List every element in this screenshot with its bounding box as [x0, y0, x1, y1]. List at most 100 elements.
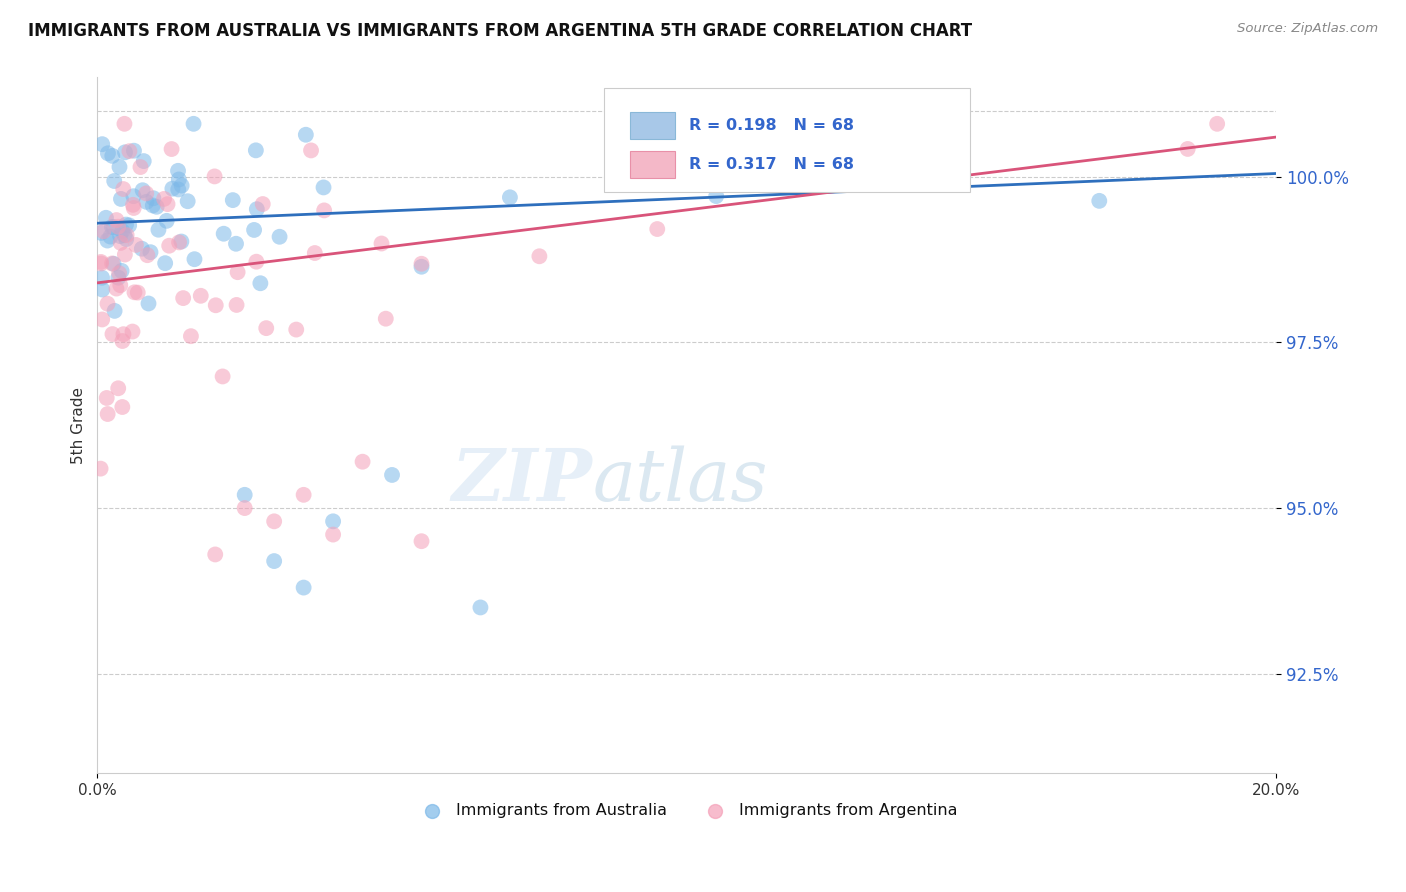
Point	[105, 213, 128, 227]
Bar	[630, 112, 675, 138]
Point	[96, 234, 118, 248]
Point	[411, 257, 433, 271]
Point	[115, 232, 138, 246]
Point	[108, 229, 131, 244]
Point	[111, 224, 134, 238]
Point	[105, 282, 128, 296]
FancyBboxPatch shape	[605, 88, 970, 192]
Point	[172, 291, 194, 305]
Point	[157, 238, 180, 252]
Point	[381, 467, 404, 482]
Point	[125, 238, 148, 252]
Point	[190, 289, 212, 303]
Point	[156, 197, 179, 211]
Point	[103, 257, 125, 271]
Point	[145, 200, 167, 214]
Point	[103, 304, 125, 318]
Point	[131, 242, 153, 256]
Point	[122, 201, 145, 215]
Point	[94, 211, 117, 225]
Point	[269, 229, 291, 244]
Point	[470, 600, 492, 615]
Point	[108, 160, 131, 174]
Point	[91, 312, 114, 326]
Point	[112, 327, 135, 342]
Point	[233, 488, 256, 502]
Point	[90, 256, 112, 270]
Point	[292, 581, 315, 595]
Point	[411, 260, 433, 274]
Text: R = 0.198   N = 68: R = 0.198 N = 68	[689, 118, 853, 133]
Point	[90, 255, 112, 269]
Point	[1088, 194, 1111, 208]
Point	[139, 245, 162, 260]
Point	[97, 407, 120, 421]
Point	[204, 548, 226, 562]
Point	[233, 501, 256, 516]
Point	[245, 144, 267, 158]
Point	[132, 154, 155, 169]
Point	[160, 142, 183, 156]
Point	[115, 228, 138, 243]
Point	[131, 183, 153, 197]
Point	[295, 128, 318, 142]
Point	[101, 149, 124, 163]
Point	[122, 144, 145, 158]
Point	[93, 224, 115, 238]
Legend: Immigrants from Australia, Immigrants from Argentina: Immigrants from Australia, Immigrants fr…	[409, 797, 963, 824]
Point	[374, 311, 396, 326]
Point	[110, 235, 132, 250]
Point	[148, 223, 170, 237]
Point	[252, 197, 274, 211]
Point	[135, 186, 157, 201]
Point	[118, 219, 141, 233]
Point	[114, 247, 136, 261]
Point	[299, 144, 322, 158]
Point	[183, 117, 205, 131]
Point	[226, 265, 249, 279]
Point	[108, 266, 131, 280]
Point	[162, 181, 184, 195]
Point	[167, 235, 190, 250]
Point	[204, 169, 226, 184]
Point	[97, 146, 120, 161]
Point	[167, 164, 190, 178]
Point	[90, 461, 112, 475]
Point	[180, 329, 202, 343]
Point	[91, 137, 114, 152]
Point	[170, 178, 193, 193]
Point	[322, 514, 344, 528]
Point	[110, 192, 132, 206]
Y-axis label: 5th Grade: 5th Grade	[72, 387, 86, 464]
Point	[100, 229, 122, 244]
Point	[112, 182, 135, 196]
Point	[142, 191, 165, 205]
Point	[111, 400, 134, 414]
Point	[170, 235, 193, 249]
Point	[292, 488, 315, 502]
Point	[263, 554, 285, 568]
Point	[138, 296, 160, 310]
Text: ZIP: ZIP	[451, 445, 592, 516]
Point	[103, 220, 125, 235]
Bar	[630, 151, 675, 178]
Text: atlas: atlas	[592, 446, 768, 516]
Point	[312, 180, 335, 194]
Point	[107, 219, 129, 234]
Point	[101, 327, 124, 342]
Point	[246, 202, 269, 217]
Point	[91, 270, 114, 285]
Point	[704, 189, 727, 203]
Point	[114, 117, 136, 131]
Point	[115, 218, 138, 232]
Point	[529, 249, 551, 263]
Point	[222, 193, 245, 207]
Point	[254, 321, 277, 335]
Point	[183, 252, 205, 267]
Point	[91, 283, 114, 297]
Point	[101, 256, 124, 270]
Point	[156, 214, 179, 228]
Point	[314, 203, 336, 218]
Point	[225, 236, 247, 251]
Point	[249, 277, 271, 291]
